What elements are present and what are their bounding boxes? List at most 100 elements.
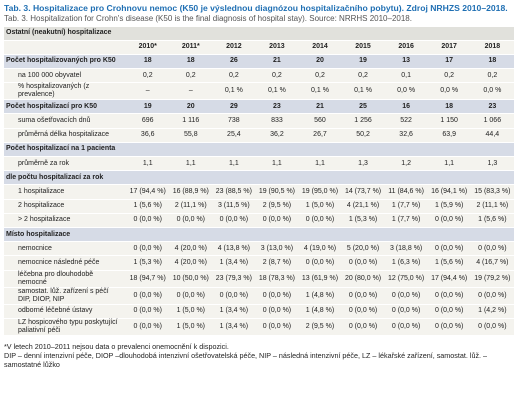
cell: 0,2	[126, 68, 170, 84]
cell: 0 (0,0 %)	[212, 287, 256, 305]
cell: 833	[255, 113, 299, 129]
cell: 1 (5,0 %)	[298, 199, 342, 214]
row-label: na 100 000 obyvatel	[4, 68, 127, 84]
cell: 738	[212, 113, 256, 129]
cell: 16	[384, 99, 428, 115]
cell: 0 (0,0 %)	[255, 213, 299, 228]
cell: 0,2	[255, 68, 299, 84]
cell: 522	[384, 113, 428, 129]
section-row: dle počtu hospitalizací za rok	[4, 170, 514, 186]
cell: 0 (0,0 %)	[384, 304, 428, 319]
cell: 12 (75,0 %)	[384, 270, 428, 288]
cell: 25	[341, 99, 385, 115]
cell: 0,1 %	[255, 82, 299, 101]
cell: 1,1	[298, 156, 342, 172]
cell: 23 (79,3 %)	[212, 270, 256, 288]
cell: 23 (88,5 %)	[212, 184, 256, 200]
cell: –	[169, 82, 213, 101]
section-row: Počet hospitalizací na 1 pacienta	[4, 142, 514, 158]
column-header: 2012	[212, 40, 256, 55]
cell: 0 (0,0 %)	[384, 287, 428, 305]
cell: 29	[212, 99, 256, 115]
cell: 17 (94,4 %)	[427, 270, 471, 288]
section-heading: Místo hospitalizace	[4, 227, 514, 243]
cell: 0,2	[341, 68, 385, 84]
cell: 20	[298, 54, 342, 70]
row-label: 1 hospitalizace	[4, 184, 127, 200]
cell: 1 (5,0 %)	[169, 318, 213, 336]
row: 1 hospitalizace 17 (94,4 %) 16 (88,9 %) 23 …	[4, 184, 514, 200]
cell: 0 (0,0 %)	[126, 241, 170, 257]
cell: 4 (20,0 %)	[169, 255, 213, 271]
cell: 0 (0,0 %)	[212, 213, 256, 228]
cell: 0 (0,0 %)	[427, 304, 471, 319]
cell: 0 (0,0 %)	[427, 287, 471, 305]
column-header: 2015	[341, 40, 385, 55]
cell: 18	[470, 54, 514, 70]
cell: 560	[298, 113, 342, 129]
cell: 0 (0,0 %)	[255, 318, 299, 336]
cell: 1 116	[169, 113, 213, 129]
cell: 10 (50,0 %)	[169, 270, 213, 288]
cell: 0 (0,0 %)	[169, 287, 213, 305]
cell: 1 (7,7 %)	[384, 213, 428, 228]
cell: 0 (0,0 %)	[341, 255, 385, 271]
subtitle: Tab. 3. Hospitalization for Crohn's dise…	[4, 13, 412, 23]
cell: 18	[427, 99, 471, 115]
footnote: *V letech 2010–2011 nejsou data o preval…	[4, 341, 229, 351]
cell: 0 (0,0 %)	[255, 287, 299, 305]
row-label: 2 hospitalizace	[4, 199, 127, 214]
cell: 25,4	[212, 128, 256, 143]
cell: 0 (0,0 %)	[341, 304, 385, 319]
cell: 0 (0,0 %)	[427, 213, 471, 228]
cell: 23	[255, 99, 299, 115]
cell: 1,2	[384, 156, 428, 172]
row-label: nemocnice	[4, 241, 127, 257]
cell: 1 (5,3 %)	[341, 213, 385, 228]
cell: 13 (61,9 %)	[298, 270, 342, 288]
row-label: léčebna pro dlouhodobě nemocné	[4, 270, 127, 288]
footnote: DIP – denní intenzivní péče, DIOP –dlouh…	[4, 350, 488, 369]
cell: 0,1 %	[341, 82, 385, 101]
row-label: průměrně za rok	[4, 156, 127, 172]
cell: 17 (94,4 %)	[126, 184, 170, 200]
cell: 4 (20,0 %)	[169, 241, 213, 257]
cell: 18 (94,7 %)	[126, 270, 170, 288]
cell: 1 (5,6 %)	[427, 255, 471, 271]
cell: 0 (0,0 %)	[470, 318, 514, 336]
cell: 1 (4,8 %)	[298, 304, 342, 319]
cell: 696	[126, 113, 170, 129]
row: % hospitalizovaných (z prevalence) – –0,1 …	[4, 82, 514, 101]
cell: 23	[470, 99, 514, 115]
row: nemocnice následné péče 1 (5,3 %) 4 (20,0 …	[4, 255, 514, 271]
cell: 0,1	[384, 68, 428, 84]
section-row: Počet hospitalizací pro K50 19 20 29 23 21 25 1…	[4, 99, 514, 115]
cell: 2 (9,5 %)	[298, 318, 342, 336]
row: suma ošetřovacích dnů 696 1 116 738 833 560 1 …	[4, 113, 514, 129]
cell: 1 (4,8 %)	[298, 287, 342, 305]
header-cell	[4, 40, 127, 55]
cell: 4 (19,0 %)	[298, 241, 342, 257]
cell: 0,1 %	[298, 82, 342, 101]
cell: 0,0 %	[384, 82, 428, 101]
section-row: Místo hospitalizace	[4, 227, 514, 243]
cell: 18	[126, 54, 170, 70]
cell: 0 (0,0 %)	[384, 318, 428, 336]
row: 2 hospitalizace 1 (5,6 %) 2 (11,1 %) 3 (11,…	[4, 199, 514, 214]
row: léčebna pro dlouhodobě nemocné 18 (94,7 %…	[4, 270, 514, 288]
section-row: Počet hospitalizovaných pro K50 18 18 26 21 2…	[4, 54, 514, 70]
cell: 0 (0,0 %)	[126, 304, 170, 319]
column-header: 2018	[470, 40, 514, 55]
cell: 1 (5,9 %)	[427, 199, 471, 214]
cell: 1 (5,3 %)	[126, 255, 170, 271]
cell: 0 (0,0 %)	[126, 213, 170, 228]
cell: 0 (0,0 %)	[255, 304, 299, 319]
cell: 32,6	[384, 128, 428, 143]
row-label: průměrná délka hospitalizace	[4, 128, 127, 143]
cell: 1 (3,4 %)	[212, 255, 256, 271]
cell: 44,4	[470, 128, 514, 143]
cell: 1,1	[255, 156, 299, 172]
row-label: odborné léčebné ústavy	[4, 304, 127, 319]
cell: 0 (0,0 %)	[427, 318, 471, 336]
row: průměrně za rok 1,1 1,1 1,1 1,1 1,1 1,3 1,2 1,1 1…	[4, 156, 514, 172]
